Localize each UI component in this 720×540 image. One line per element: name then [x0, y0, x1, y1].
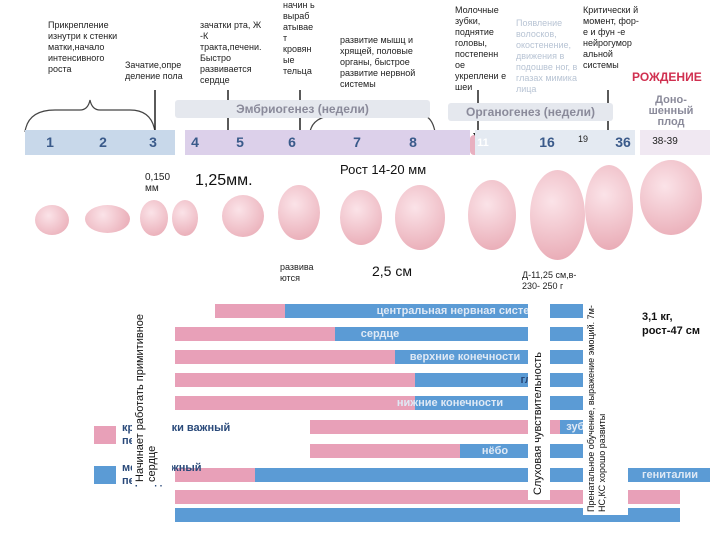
week-4: 4 [191, 134, 199, 150]
note-sex: Зачатие,опре деление пола [125, 60, 183, 81]
note-mouth: зачатки рта, Ж -К тракта,печени. Быстро … [200, 20, 262, 85]
week-16: 16 [539, 134, 555, 150]
bar-palate-pink [310, 444, 460, 458]
bar-genitals-pink [175, 468, 255, 482]
bar-lower-blue [415, 396, 605, 410]
heart-band [132, 305, 172, 485]
week-11: 11 [477, 137, 489, 149]
week-1: 1 [46, 134, 54, 150]
embryo-illustration-9 [468, 180, 516, 250]
embryo-illustration-4 [172, 200, 198, 236]
size-full-term: 3,1 кг, рост-47 см [642, 311, 701, 337]
legend-blue-swatch [94, 466, 116, 484]
bar-cns-blue [285, 304, 605, 318]
vertical-prenatal-note: Пренатальное обучение, выражение эмоций.… [586, 305, 607, 512]
embryo-illustration-1 [35, 205, 69, 235]
lower-shading-blue [175, 508, 680, 522]
embryo-illustration-3 [140, 200, 168, 236]
label-cns: центральная нервная система [376, 305, 544, 317]
size-0150mm: 0,150 мм [145, 172, 171, 194]
develops-note: развива ются [280, 262, 320, 284]
week-36: 36 [615, 134, 631, 150]
header-organogenesis: Органогенез (недели) [448, 103, 613, 121]
label-upper-limbs: верхние конечности [409, 351, 521, 363]
bar-upper-pink [175, 350, 395, 364]
hearing-band [528, 300, 550, 500]
label-lower-limbs: нижние конечности [396, 397, 504, 409]
bar-eyes-blue [415, 373, 605, 387]
embryo-illustration-6 [278, 185, 320, 240]
bar-eyes-pink [175, 373, 415, 387]
note-attachment: Прикрепление изнутри к стенки матки,нача… [48, 20, 118, 74]
bar-cns-pink [215, 304, 285, 318]
bar-heart-pink [175, 327, 335, 341]
lower-shading-pink [175, 490, 680, 504]
embryo-illustration-5 [222, 195, 264, 237]
size-14-20mm: Рост 14-20 мм [340, 162, 427, 177]
embryo-illustration-10 [530, 170, 585, 260]
embryo-illustration-11 [585, 165, 633, 250]
embryo-illustration-8 [395, 185, 445, 250]
size-16week: Д-11,25 см,в- 230- 250 г [522, 270, 577, 291]
week-6: 6 [288, 134, 296, 150]
bar-lower-pink [175, 396, 415, 410]
vertical-heart-note: Начинает работать примитивное сердце [134, 313, 158, 482]
birth-label: РОЖДЕНИЕ [632, 70, 702, 84]
embryo-illustration-12 [640, 160, 702, 235]
bar-upper-blue [395, 350, 605, 364]
header-full-term: Доно- шенный плод [648, 94, 694, 128]
embryo-illustration-7 [340, 190, 382, 245]
embryo-illustration-2 [85, 205, 130, 233]
prenatal-band [583, 300, 628, 515]
label-palate: нёбо [481, 445, 509, 457]
label-heart: сердце [360, 328, 400, 340]
week-5: 5 [236, 134, 244, 150]
week-7: 7 [353, 134, 361, 150]
week-38-39: 38-39 [652, 136, 678, 147]
legend-pink-swatch [94, 426, 116, 444]
week-8: 8 [409, 134, 417, 150]
note-muscles: развитие мышц и хрящей, половые органы, … [340, 35, 416, 89]
bar-teeth-pink [310, 420, 560, 434]
week-19: 19 [577, 134, 588, 144]
size-125mm: 1,25мм. [195, 172, 253, 189]
note-faded: Появление волосков, окостенение, движени… [516, 18, 578, 94]
week-2: 2 [99, 134, 107, 150]
note-teeth: Молочные зубки, поднятие головы, постепе… [455, 5, 507, 92]
size-25cm: 2,5 см [372, 263, 412, 279]
header-embryogenesis: Эмбриогенез (недели) [175, 100, 430, 118]
vertical-hearing-note: Слуховая чувствительность [532, 352, 544, 495]
week-3: 3 [149, 134, 157, 150]
week-strip: 1 2 3 4 5 6 7 8 11 16 19 36 38-39 [25, 130, 710, 155]
label-genitals: гениталии [641, 469, 699, 481]
note-blood: начин ь выраб атывае т кровян ые тельца [283, 0, 315, 76]
note-critical: Критически й момент, фор-е и фун -е нейр… [583, 5, 639, 70]
